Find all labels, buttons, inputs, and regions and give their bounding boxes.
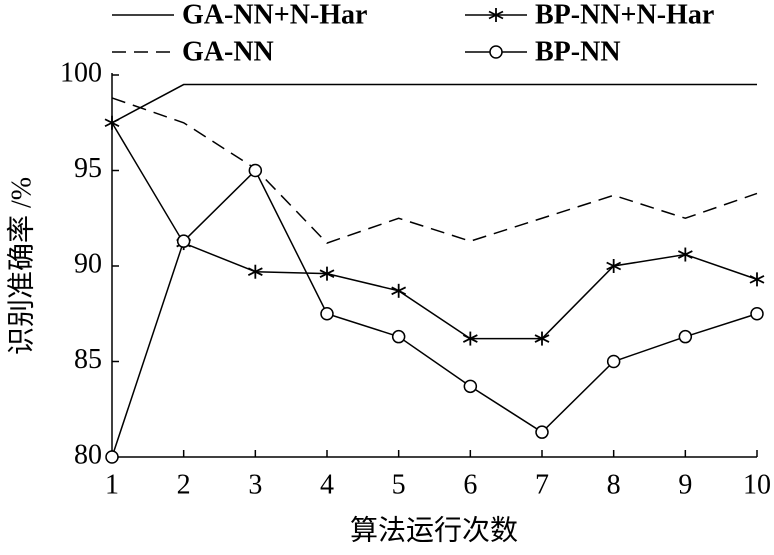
y-tick-label: 90 — [74, 248, 102, 279]
x-tick-label: 8 — [607, 469, 621, 500]
marker — [488, 8, 504, 22]
x-tick-label: 7 — [535, 469, 549, 500]
marker — [535, 425, 549, 439]
marker — [176, 234, 191, 248]
y-tick-label: 85 — [74, 344, 102, 375]
x-tick-label: 5 — [392, 469, 406, 500]
x-tick-label: 9 — [678, 469, 692, 500]
series-line — [111, 169, 758, 458]
x-axis-label: 算法运行次数 — [350, 514, 518, 546]
series-line — [111, 97, 758, 244]
marker — [105, 450, 119, 464]
marker — [606, 259, 622, 273]
marker-stroke — [104, 118, 120, 128]
y-axis-label: 识别准确率 /% — [5, 177, 37, 355]
marker-stroke — [488, 10, 504, 20]
x-tick-label: 1 — [105, 469, 119, 500]
marker-stroke — [749, 275, 765, 284]
y-tick-label: 100 — [60, 57, 102, 88]
marker — [320, 307, 334, 321]
x-tick-label: 3 — [248, 469, 262, 500]
x-tick-label: 2 — [177, 469, 191, 500]
legend-label: GA-NN+N-Har — [182, 0, 367, 30]
marker-stroke — [391, 286, 407, 296]
y-tick-label: 80 — [74, 439, 102, 470]
marker — [462, 331, 478, 346]
marker-stroke — [247, 267, 263, 277]
legend-label: GA-NN — [182, 36, 274, 67]
marker — [391, 283, 407, 298]
legend-label: BP-NN+N-Har — [535, 0, 714, 30]
marker — [319, 266, 335, 281]
x-tick-label: 4 — [320, 469, 334, 500]
marker — [248, 163, 263, 178]
marker-stroke — [606, 261, 622, 271]
x-tick-label: 6 — [463, 469, 477, 500]
series-line — [111, 83, 757, 124]
marker — [534, 331, 550, 346]
marker — [247, 264, 263, 279]
x-tick-label: 10 — [743, 469, 771, 500]
marker — [678, 329, 693, 344]
marker — [104, 115, 120, 130]
marker — [750, 307, 764, 321]
marker-stroke — [677, 250, 693, 259]
marker-stroke — [462, 334, 478, 343]
marker — [489, 45, 503, 59]
marker-stroke — [319, 269, 335, 278]
marker — [391, 329, 406, 344]
marker — [606, 354, 621, 369]
marker — [749, 272, 765, 287]
series-line — [111, 122, 758, 340]
legend-label: BP-NN — [535, 36, 621, 67]
marker — [677, 247, 693, 262]
marker — [463, 379, 478, 394]
marker-stroke — [534, 334, 550, 343]
y-tick-label: 95 — [74, 153, 102, 184]
